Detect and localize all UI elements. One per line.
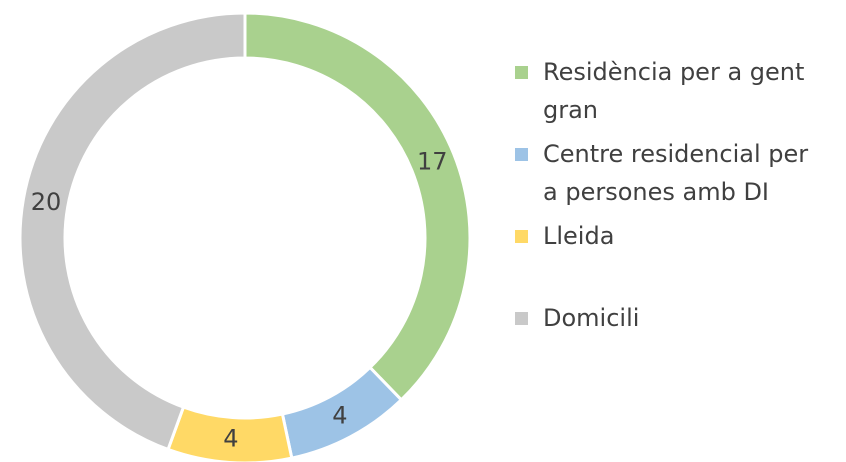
legend-item: Centre residencial per a persones amb DI <box>515 135 815 211</box>
legend-item: Residència per a gent gran <box>515 53 815 129</box>
legend-label: Residència per a gent gran <box>543 58 805 124</box>
data-label: 4 <box>332 401 347 429</box>
legend-item: Lleida <box>515 217 815 255</box>
data-label: 4 <box>223 425 238 453</box>
legend-label: Lleida <box>543 222 615 250</box>
data-label: 17 <box>417 147 448 175</box>
donut-segment <box>18 11 247 452</box>
legend-swatch <box>515 148 528 161</box>
legend-item: Domicili <box>515 299 815 337</box>
legend-label: Domicili <box>543 304 640 332</box>
donut-segment <box>243 11 472 402</box>
legend-swatch <box>515 66 528 79</box>
legend-label: Centre residencial per a persones amb DI <box>543 140 809 206</box>
legend-swatch <box>515 230 528 243</box>
legend-swatch <box>515 312 528 325</box>
data-label: 20 <box>31 188 62 216</box>
